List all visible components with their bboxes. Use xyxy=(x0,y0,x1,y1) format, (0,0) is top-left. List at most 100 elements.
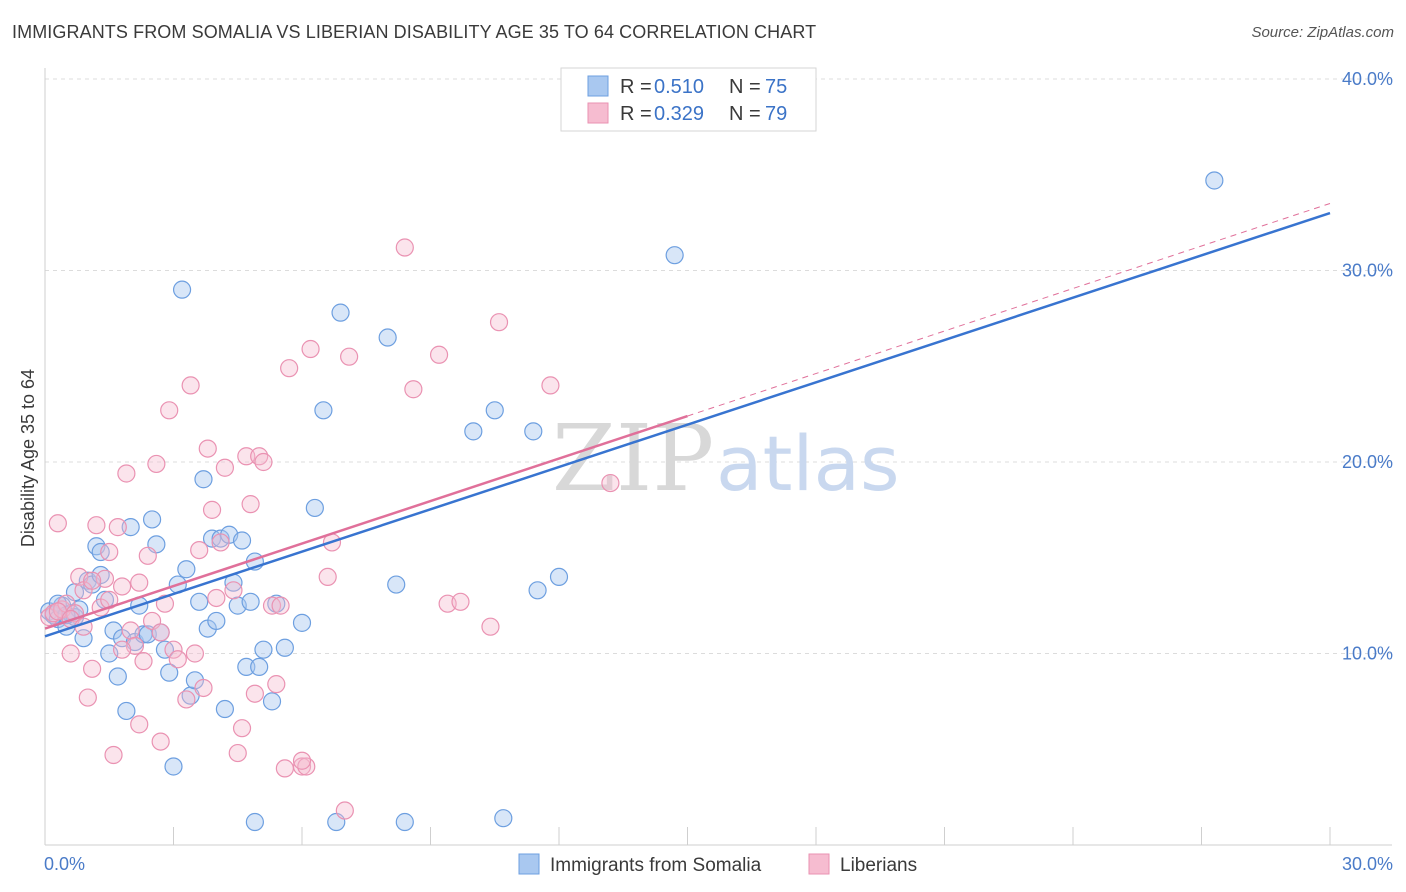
point-somalia-59 xyxy=(464,422,483,441)
point-liberian-68 xyxy=(429,345,449,364)
point-liberian-56 xyxy=(335,801,354,820)
point-liberian-74 xyxy=(130,573,149,592)
bottom-legend-swatch-liberian xyxy=(808,853,830,875)
y-tick-label-0: 10.0% xyxy=(1342,644,1393,664)
legend-n-label-liberian: N = xyxy=(729,103,761,125)
legend-n-value-liberian: 79 xyxy=(765,103,787,125)
point-somalia-54 xyxy=(292,613,312,632)
point-liberian-10 xyxy=(83,659,102,678)
source-label: Source: ZipAtlas.com xyxy=(1251,24,1394,41)
legend-box: R = 0.510 N = 75 R = 0.329 N = 79 xyxy=(560,67,817,132)
point-liberian-23 xyxy=(138,546,157,565)
point-liberian-21 xyxy=(130,715,149,734)
point-liberian-66 xyxy=(280,359,299,378)
x-tick-label-1: 30.0% xyxy=(1342,854,1393,874)
point-liberian-58 xyxy=(395,238,414,257)
point-somalia-62 xyxy=(528,581,547,600)
y-tick-label-1: 20.0% xyxy=(1342,452,1393,472)
point-somalia-47 xyxy=(241,592,260,611)
bottom-legend: Immigrants from Somalia Liberians xyxy=(518,853,917,876)
point-somalia-70 xyxy=(494,809,513,828)
trend-line-liberian-extension xyxy=(687,203,1331,417)
point-somalia-49 xyxy=(250,657,269,677)
bottom-legend-swatch-somalia xyxy=(518,853,540,875)
point-somalia-19 xyxy=(121,518,140,537)
legend-r-label-somalia: R = xyxy=(620,76,652,98)
point-liberian-61 xyxy=(451,592,470,611)
point-liberian-51 xyxy=(275,759,294,778)
watermark-atlas: atlas xyxy=(716,419,900,508)
point-liberian-60 xyxy=(404,380,423,399)
point-liberian-78 xyxy=(211,533,230,552)
point-somalia-56 xyxy=(331,303,350,322)
point-liberian-39 xyxy=(215,458,234,477)
point-liberian-33 xyxy=(185,644,205,663)
point-somalia-51 xyxy=(262,692,282,711)
point-somalia-67 xyxy=(245,812,264,832)
point-somalia-58 xyxy=(387,575,406,594)
point-liberian-15 xyxy=(104,745,123,765)
point-somalia-29 xyxy=(164,757,183,776)
point-liberian-11 xyxy=(87,516,106,535)
point-liberian-31 xyxy=(177,690,196,709)
point-liberian-40 xyxy=(224,581,243,600)
point-somalia-36 xyxy=(194,470,213,489)
bottom-legend-label-somalia: Immigrants from Somalia xyxy=(550,855,762,876)
trend-line-somalia xyxy=(44,211,1331,638)
point-liberian-43 xyxy=(237,447,256,466)
point-somalia-24 xyxy=(142,510,162,529)
point-somalia-50 xyxy=(254,640,273,659)
point-liberian-34 xyxy=(190,540,209,560)
point-liberian-64 xyxy=(541,376,560,395)
point-liberian-35 xyxy=(194,678,213,698)
point-somalia-65 xyxy=(1205,171,1224,190)
point-somalia-63 xyxy=(549,567,569,587)
point-somalia-35 xyxy=(190,592,209,611)
point-liberian-44 xyxy=(241,495,260,514)
x-tick-labels: 0.0% 30.0% xyxy=(44,854,1393,874)
axes xyxy=(44,68,1392,846)
point-liberian-69 xyxy=(292,751,312,770)
point-somalia-18 xyxy=(117,701,136,721)
point-liberian-28 xyxy=(160,401,179,420)
legend-r-value-liberian: 0.329 xyxy=(654,103,704,125)
trend-lines xyxy=(44,203,1331,638)
point-liberian-25 xyxy=(147,454,166,474)
point-liberian-63 xyxy=(489,313,509,332)
point-liberian-67 xyxy=(301,339,320,359)
legend-r-value-somalia: 0.510 xyxy=(654,76,704,98)
point-liberian-42 xyxy=(232,719,252,738)
point-liberian-17 xyxy=(112,577,132,596)
point-liberian-18 xyxy=(117,464,136,483)
point-somalia-32 xyxy=(177,560,196,579)
point-somalia-69 xyxy=(395,812,414,832)
point-liberian-75 xyxy=(151,623,170,642)
point-liberian-36 xyxy=(198,439,217,458)
legend-swatch-somalia xyxy=(587,75,609,97)
point-somalia-57 xyxy=(378,328,397,347)
point-liberian-77 xyxy=(83,571,102,590)
point-somalia-53 xyxy=(275,638,294,657)
point-liberian-22 xyxy=(134,652,153,671)
point-somalia-28 xyxy=(160,663,179,682)
point-liberian-57 xyxy=(340,347,359,366)
point-somalia-45 xyxy=(232,531,252,550)
chart-title: IMMIGRANTS FROM SOMALIA VS LIBERIAN DISA… xyxy=(12,22,817,42)
legend-swatch-liberian xyxy=(587,102,609,124)
point-somalia-41 xyxy=(215,699,234,719)
point-liberian-26 xyxy=(151,732,170,751)
point-liberian-19 xyxy=(121,621,140,640)
legend-r-label-liberian: R = xyxy=(620,103,652,125)
point-liberian-16 xyxy=(108,518,127,537)
y-tick-label-2: 30.0% xyxy=(1342,261,1393,281)
point-liberian-38 xyxy=(207,588,226,608)
point-liberian-32 xyxy=(181,376,200,395)
point-liberian-47 xyxy=(254,452,273,472)
point-somalia-55 xyxy=(305,498,324,518)
bottom-legend-label-liberian: Liberians xyxy=(840,855,917,876)
point-liberian-65 xyxy=(601,473,620,493)
point-liberian-37 xyxy=(202,500,222,519)
legend-n-label-somalia: N = xyxy=(729,76,761,98)
point-somalia-39 xyxy=(207,611,226,631)
point-somalia-31 xyxy=(172,280,192,299)
